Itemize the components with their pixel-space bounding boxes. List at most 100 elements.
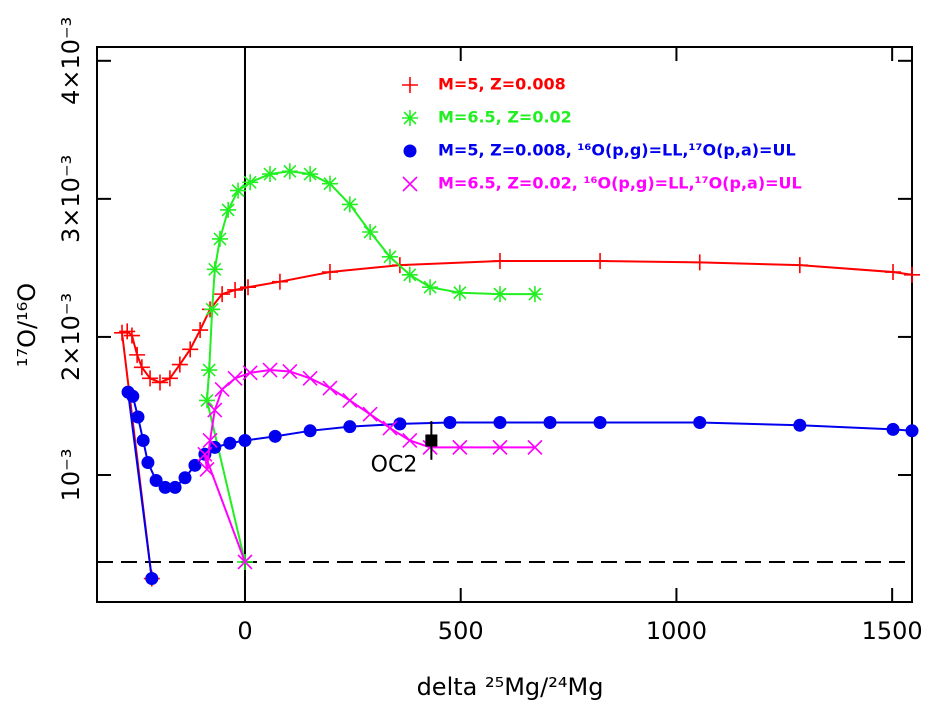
point [214,381,230,397]
point [904,266,920,283]
point [492,439,508,455]
point [452,439,468,455]
point [322,380,338,396]
point [281,163,298,180]
point [693,416,707,430]
point [282,363,298,380]
point [151,374,168,391]
point [188,458,202,472]
point [491,286,508,303]
point [422,279,439,296]
point [204,301,221,318]
point [161,370,178,387]
legend-marker [402,176,418,192]
point [303,424,317,438]
y-tick-label: 3×10⁻³ [57,155,85,243]
legend-label: M=6.5, Z=0.02, ¹⁶O(p,g)=LL,¹⁷O(p,a)=UL [438,174,802,193]
point [491,252,508,269]
point [141,456,155,470]
point [271,273,288,290]
point [543,416,557,430]
point [402,432,418,449]
point [214,286,231,303]
point [178,471,192,485]
legend-marker [402,77,418,93]
point [242,174,259,191]
point [343,420,357,434]
x-tick-label: 500 [438,617,484,645]
plot-frame [96,46,913,603]
legend-marker [403,144,417,158]
point [136,433,150,447]
point [238,433,252,447]
point [237,554,253,570]
point [145,572,159,586]
x-tick-label: 0 [237,617,252,645]
point [302,166,319,183]
point [242,365,258,381]
point [885,264,902,281]
point [382,420,398,436]
legend-label: M=5, Z=0.008, ¹⁶O(p,g)=LL,¹⁷O(p,a)=UL [438,141,796,160]
point [691,254,708,271]
point [149,474,163,488]
point [342,392,358,408]
point [199,461,215,478]
x-axis-label: delta ²⁵Mg/²⁴Mg [417,673,604,701]
point [905,424,919,438]
point [202,432,218,449]
point [593,416,607,430]
legend-label: M=6.5, Z=0.02 [438,108,572,127]
point [220,201,237,218]
point [793,418,807,432]
point [302,370,318,386]
point [208,440,222,454]
point [207,402,223,418]
y-tick-label: 2×10⁻³ [57,293,85,381]
point [142,370,159,387]
point [321,175,338,192]
point [341,196,358,213]
point [362,406,378,422]
point [526,286,543,303]
point [197,446,213,462]
point [201,362,218,379]
point [592,252,609,269]
x-tick-label: 1500 [862,617,923,645]
point [791,257,808,274]
observation-label: OC2 [371,452,418,477]
point [133,359,150,376]
point [362,224,379,240]
point [227,370,243,386]
point [227,281,244,298]
point [381,248,398,265]
point [158,480,172,494]
y-tick-label: 10⁻³ [57,449,85,502]
point [393,417,407,431]
point [192,322,209,339]
series-line [120,259,913,579]
observation-point [425,434,438,447]
point [129,346,146,363]
point [401,266,418,283]
point [131,410,145,424]
point [199,392,216,409]
point [230,182,247,199]
point [182,341,199,358]
legend-label: M=5, Z=0.008 [438,75,566,94]
point [527,439,543,455]
point [168,480,182,494]
point [123,327,140,344]
point [211,230,228,247]
point [262,166,279,183]
point [268,429,282,443]
x-tick-label: 1000 [646,617,707,645]
point [206,261,223,278]
point [886,422,900,436]
point [171,356,188,373]
y-axis-label: ¹⁷O/¹⁶O [13,283,41,367]
point [451,284,468,301]
point [321,264,338,281]
point [240,279,257,296]
point [126,389,140,403]
